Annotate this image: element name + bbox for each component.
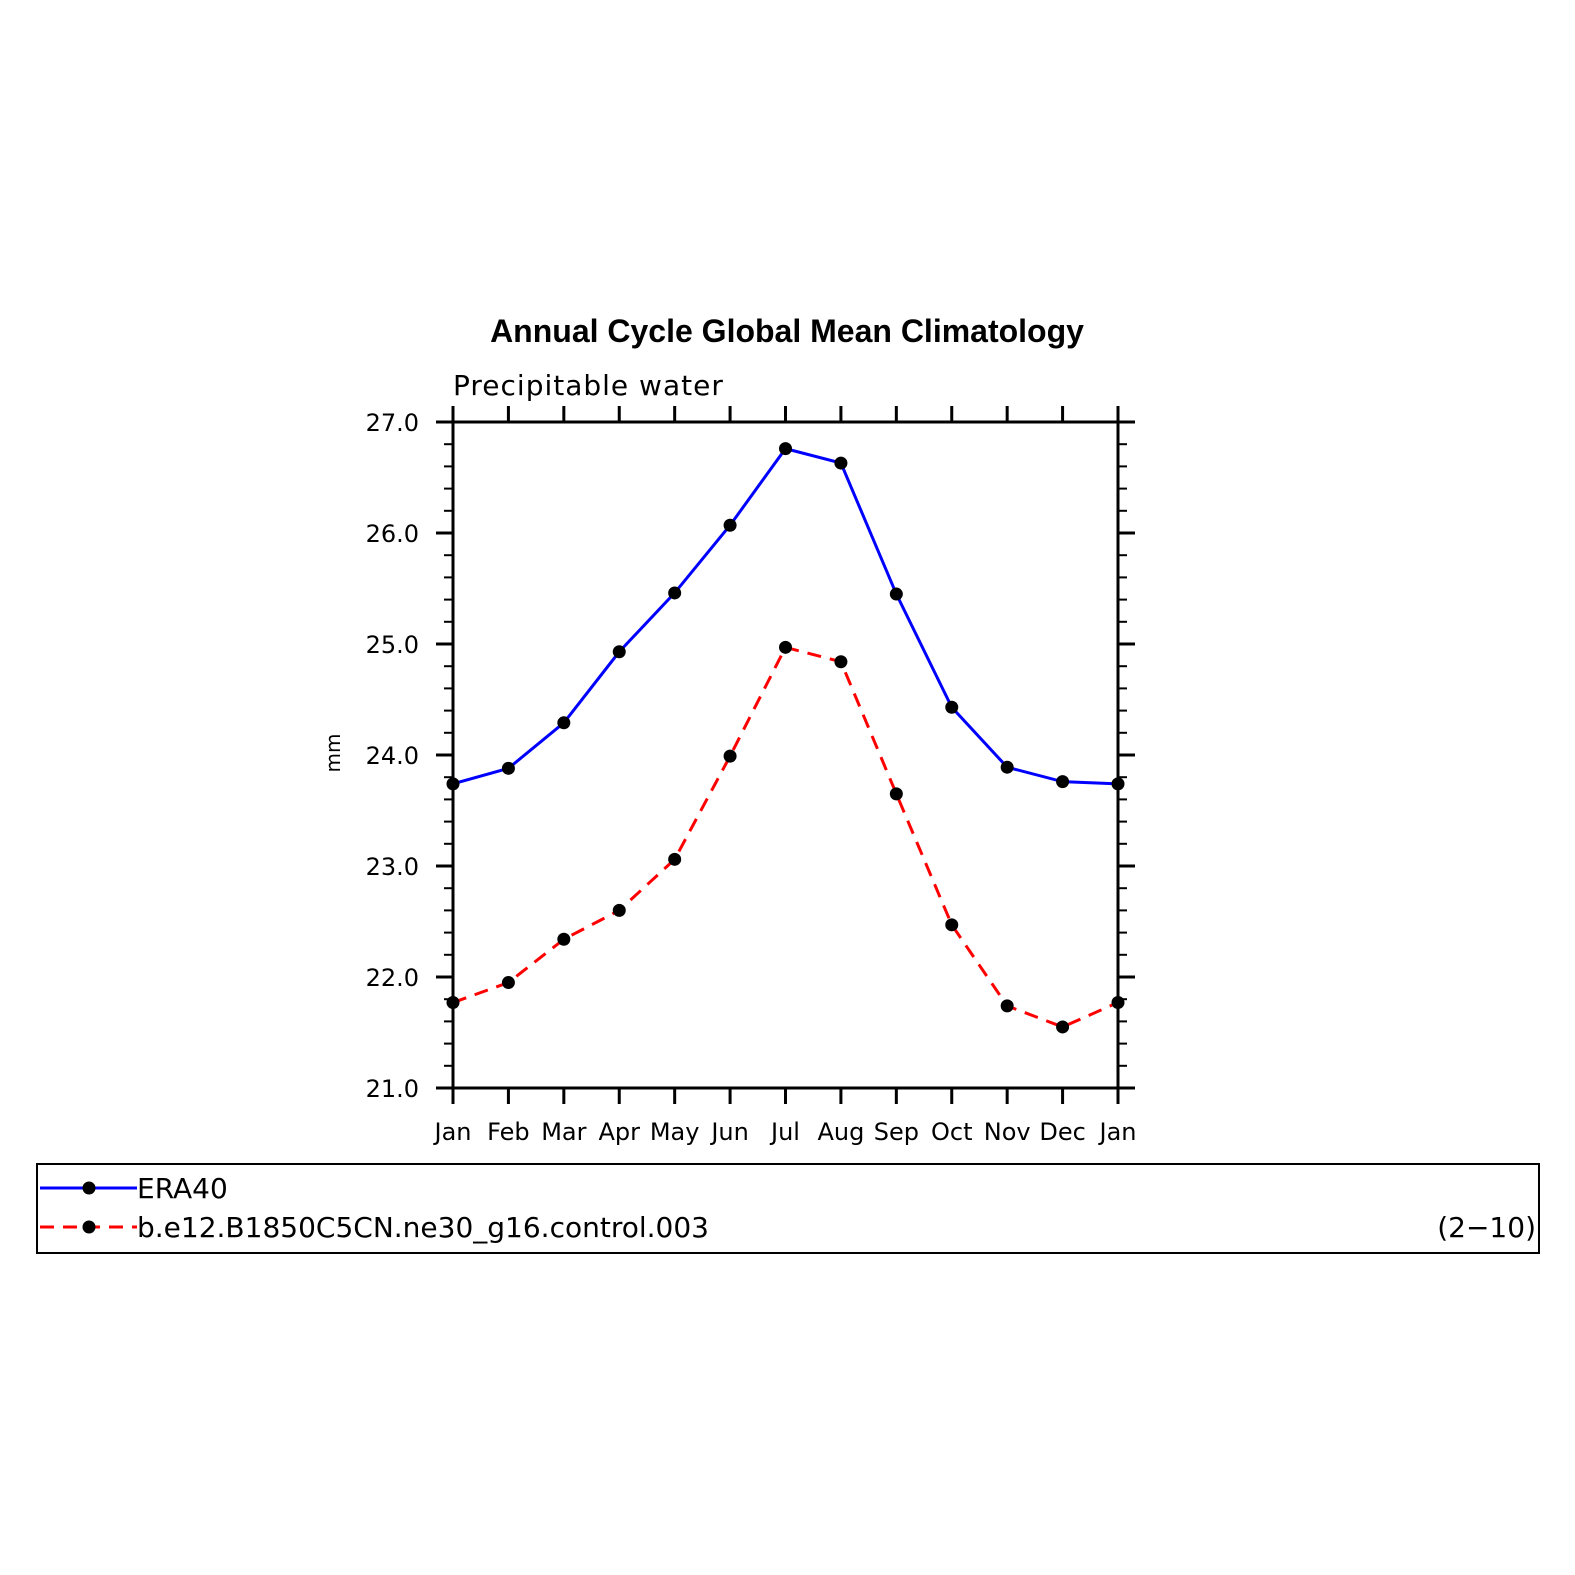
series-points [446,442,1125,1034]
y-tick-label: 24.0 [366,742,419,770]
data-point [612,645,626,659]
data-point [1111,996,1125,1010]
data-point [889,587,903,601]
x-tick-label: Aug [817,1118,864,1146]
data-point [889,787,903,801]
data-point [446,777,460,791]
y-tick-label: 21.0 [366,1075,419,1103]
x-tick-label: Sep [874,1118,919,1146]
chart-subtitle: Precipitable water [453,369,724,402]
y-tick-label: 25.0 [366,631,419,659]
x-tick-label: May [650,1118,700,1146]
y-tick-label: 22.0 [366,964,419,992]
y-tick-label: 27.0 [366,409,419,437]
series-line-1 [452,446,1119,786]
legend: ERA40 b.e12.B1850C5CN.ne30_g16.control.00… [36,1163,1540,1254]
data-point [945,700,959,714]
data-point [446,996,460,1010]
chart-title: Annual Cycle Global Mean Climatology [490,313,1084,349]
data-point [834,456,848,470]
y-tick-label: 26.0 [366,520,419,548]
data-point [668,852,682,866]
x-tick-label: Nov [984,1118,1031,1146]
x-tick-label: Jul [769,1118,800,1146]
data-point [1000,760,1014,774]
series-line-2 [452,645,1119,1029]
legend-marker-1 [82,1181,96,1195]
series-lines [452,446,1119,1029]
data-point [1111,777,1125,791]
x-tick-label: Apr [598,1118,640,1146]
plot-border [451,420,1120,1090]
legend-marker-2 [82,1220,96,1234]
x-tick-label: Jan [433,1118,472,1146]
data-point [779,442,792,456]
tick-labels: Jan Feb Mar Apr May Jun Jul Aug Sep Oct Nov Dec Jan 2… [366,409,1137,1146]
legend-note: (2−10) [1437,1211,1536,1244]
legend-label-1: ERA40 [137,1172,228,1205]
data-point [945,918,959,932]
data-point [1056,775,1070,789]
legend-label-2: b.e12.B1850C5CN.ne30_g16.control.003 [137,1211,709,1244]
axis-ticks [436,406,1135,1104]
y-tick-label: 23.0 [366,853,419,881]
legend-box [36,1163,1540,1254]
data-point [1056,1020,1070,1034]
x-tick-label: Feb [487,1118,530,1146]
data-point [557,716,571,730]
data-point [834,655,848,669]
data-point [612,903,626,917]
x-tick-label: Dec [1039,1118,1085,1146]
data-point [668,586,682,600]
y-axis-label: mm [321,734,345,773]
x-tick-label: Mar [541,1118,586,1146]
data-point [723,749,737,763]
x-tick-label: Jun [709,1118,749,1146]
x-tick-label: Oct [931,1118,973,1146]
data-point [501,976,515,990]
data-point [501,761,515,775]
data-point [779,640,792,654]
data-point [1000,999,1014,1013]
data-point [723,518,737,532]
x-tick-label: Jan [1098,1118,1137,1146]
plot-frame [451,420,1120,1090]
legend-entries: ERA40 b.e12.B1850C5CN.ne30_g16.control.00… [40,1172,709,1244]
data-point [557,932,571,946]
